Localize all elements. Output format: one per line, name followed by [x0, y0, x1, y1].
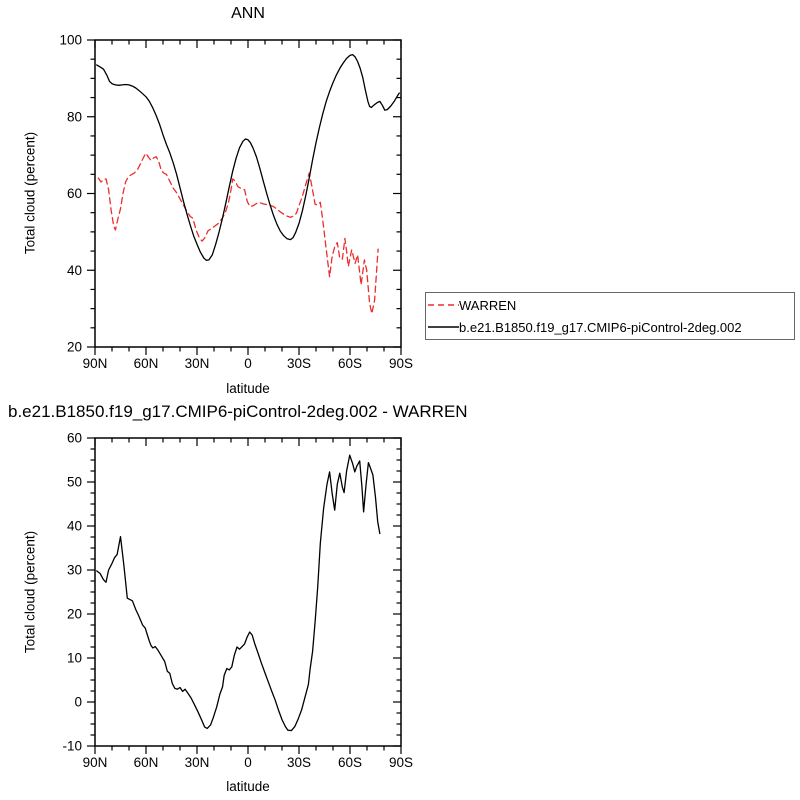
warren-line: [97, 152, 379, 315]
tick-marks: [87, 39, 402, 355]
tick-labels: 90N 60N 30N 0 30S 60S 90S 20 40 60 80 100: [59, 33, 413, 372]
plot-frame: [94, 437, 402, 747]
x-tick-label: 30S: [287, 356, 311, 371]
y-tick-label: 80: [67, 109, 82, 124]
axes: [94, 437, 402, 747]
bottom-chart-title: b.e21.B1850.f19_g17.CMIP6-piControl-2deg…: [8, 402, 468, 421]
x-tick-label: 90N: [83, 356, 108, 371]
y-tick-label: 40: [67, 519, 82, 534]
legend-label-model: b.e21.B1850.f19_g17.CMIP6-piControl-2deg…: [459, 319, 742, 335]
x-tick-label: 90N: [83, 755, 108, 770]
y-tick-label: -10: [62, 739, 82, 754]
y-tick-label: 50: [67, 475, 82, 490]
x-tick-label: 30N: [185, 356, 210, 371]
top-chart-xlabel: latitude: [226, 381, 270, 396]
tick-marks: [87, 437, 402, 754]
bottom-chart-plot: 90N 60N 30N 0 30S 60S 90S -10 0 10 20 30 40 50 60: [62, 431, 413, 771]
y-tick-label: 20: [67, 340, 82, 355]
legend-label-warren: WARREN: [459, 297, 517, 313]
legend-box: WARREN b.e21.B1850.f19_g17.CMIP6-piContr…: [425, 292, 795, 340]
y-tick-label: 30: [67, 563, 82, 578]
bottom-chart-xlabel: latitude: [226, 779, 270, 794]
x-tick-label: 60S: [338, 755, 362, 770]
x-tick-label: 30S: [287, 755, 311, 770]
model-solid-line-sample: [428, 326, 459, 328]
x-tick-label: 90S: [389, 356, 413, 371]
legend-row-model: b.e21.B1850.f19_g17.CMIP6-piControl-2deg…: [428, 316, 794, 338]
y-tick-label: 10: [67, 651, 82, 666]
x-tick-label: 60N: [134, 755, 159, 770]
tick-labels: 90N 60N 30N 0 30S 60S 90S -10 0 10 20 30 40 50 60: [62, 431, 413, 771]
plot-frame: [94, 39, 402, 348]
y-tick-label: 60: [67, 431, 82, 446]
x-tick-label: 60S: [338, 356, 362, 371]
y-tick-label: 100: [59, 33, 82, 48]
top-chart-title: ANN: [231, 5, 265, 22]
y-tick-label: 40: [67, 263, 82, 278]
x-tick-label: 0: [244, 755, 252, 770]
warren-dashed-line-sample: [428, 304, 459, 306]
y-tick-label: 0: [74, 695, 82, 710]
x-tick-label: 90S: [389, 755, 413, 770]
x-tick-label: 0: [244, 356, 252, 371]
model-line: [96, 53, 400, 261]
legend-row-warren: WARREN: [428, 294, 794, 316]
top-chart-plot: 90N 60N 30N 0 30S 60S 90S 20 40 60 80 100: [59, 33, 413, 372]
axes: [94, 39, 402, 348]
difference-line: [96, 454, 381, 732]
x-tick-label: 60N: [134, 356, 159, 371]
y-tick-label: 20: [67, 607, 82, 622]
y-tick-label: 60: [67, 186, 82, 201]
x-tick-label: 30N: [185, 755, 210, 770]
